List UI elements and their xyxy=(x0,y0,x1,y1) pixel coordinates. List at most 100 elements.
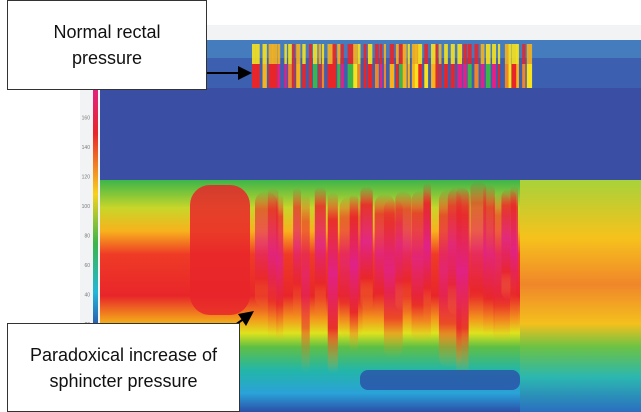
stripe xyxy=(407,44,410,64)
blob xyxy=(423,182,431,324)
blob xyxy=(293,188,302,316)
stripe xyxy=(492,64,497,88)
right-region xyxy=(520,180,641,412)
stripe xyxy=(399,44,404,64)
scale-label: 60 xyxy=(84,263,90,269)
stripe xyxy=(268,44,274,64)
arrow-head xyxy=(238,311,254,326)
stripe xyxy=(497,64,501,88)
stripe xyxy=(467,44,472,64)
stripe xyxy=(284,64,287,88)
stripe xyxy=(340,44,344,64)
blob xyxy=(314,186,326,316)
stripe xyxy=(450,64,455,88)
stripe xyxy=(526,64,533,88)
stripe xyxy=(516,64,519,88)
stripe xyxy=(292,44,295,64)
stripe xyxy=(438,44,442,64)
blob xyxy=(190,185,250,315)
stripe xyxy=(411,64,417,88)
stripe xyxy=(288,44,292,64)
stripe xyxy=(497,44,501,64)
blob xyxy=(470,181,487,329)
scale-label: 80 xyxy=(84,234,90,240)
stripe xyxy=(424,64,429,88)
stripe xyxy=(457,44,462,64)
stripe xyxy=(288,64,292,88)
stripe xyxy=(407,64,410,88)
stripe xyxy=(444,44,448,64)
stripe xyxy=(255,44,260,64)
stripe xyxy=(272,44,278,64)
stripe xyxy=(296,64,301,88)
stripe xyxy=(463,44,467,64)
stripe xyxy=(526,44,533,64)
stripe xyxy=(308,64,312,88)
stripe xyxy=(431,64,436,88)
scale-label: 140 xyxy=(82,145,91,151)
stripe xyxy=(337,44,341,64)
stripe xyxy=(347,64,354,88)
callout-text: Normal rectal pressure xyxy=(53,22,161,68)
blob xyxy=(301,194,310,373)
stripe xyxy=(318,44,322,64)
stripe xyxy=(321,44,325,64)
stripe xyxy=(379,64,383,88)
stripe xyxy=(431,44,436,64)
callout-bottom: Paradoxical increase of sphincter pressu… xyxy=(7,323,240,412)
low-pressure-zone xyxy=(360,370,520,390)
stripe xyxy=(522,44,526,64)
stripe xyxy=(435,44,438,64)
color-bar xyxy=(93,84,98,329)
stripe xyxy=(363,44,367,64)
stripe xyxy=(321,64,325,88)
stripe xyxy=(327,44,334,64)
stripe xyxy=(312,64,318,88)
blob xyxy=(267,188,279,339)
stripe xyxy=(474,44,479,64)
stripe xyxy=(411,44,417,64)
blob xyxy=(276,194,284,342)
stripe xyxy=(340,64,344,88)
stripe xyxy=(399,64,404,88)
callout-top: Normal rectal pressure xyxy=(7,0,207,90)
stripe xyxy=(357,64,361,88)
stripe xyxy=(396,64,399,88)
stripe xyxy=(463,64,467,88)
stripe xyxy=(516,44,519,64)
scale-label: 160 xyxy=(82,116,91,122)
stripe xyxy=(262,44,267,64)
stripe xyxy=(252,44,256,64)
stripe xyxy=(357,44,361,64)
stripe xyxy=(492,44,497,64)
stripe xyxy=(318,64,322,88)
stripe xyxy=(363,64,367,88)
stripe xyxy=(302,64,306,88)
stripe xyxy=(368,44,373,64)
stripe xyxy=(302,44,306,64)
stripe xyxy=(480,44,485,64)
stripe xyxy=(332,64,337,88)
stripe xyxy=(353,44,358,64)
stripe xyxy=(262,64,267,88)
stripes xyxy=(252,44,533,88)
stripe xyxy=(374,64,379,88)
stripe xyxy=(379,44,383,64)
stripe xyxy=(474,64,479,88)
stripe xyxy=(450,44,455,64)
stripe xyxy=(389,44,395,64)
stripe xyxy=(383,64,387,88)
stripe xyxy=(504,44,510,64)
stripe xyxy=(485,64,491,88)
stripe xyxy=(511,64,518,88)
stripe xyxy=(347,44,354,64)
stripe xyxy=(435,64,438,88)
stripe xyxy=(511,44,518,64)
stripe xyxy=(508,44,512,64)
scale-label: 100 xyxy=(82,204,91,210)
stripe xyxy=(438,64,442,88)
stripe xyxy=(402,64,407,88)
scale-label: 120 xyxy=(82,175,91,181)
stripe xyxy=(480,64,485,88)
